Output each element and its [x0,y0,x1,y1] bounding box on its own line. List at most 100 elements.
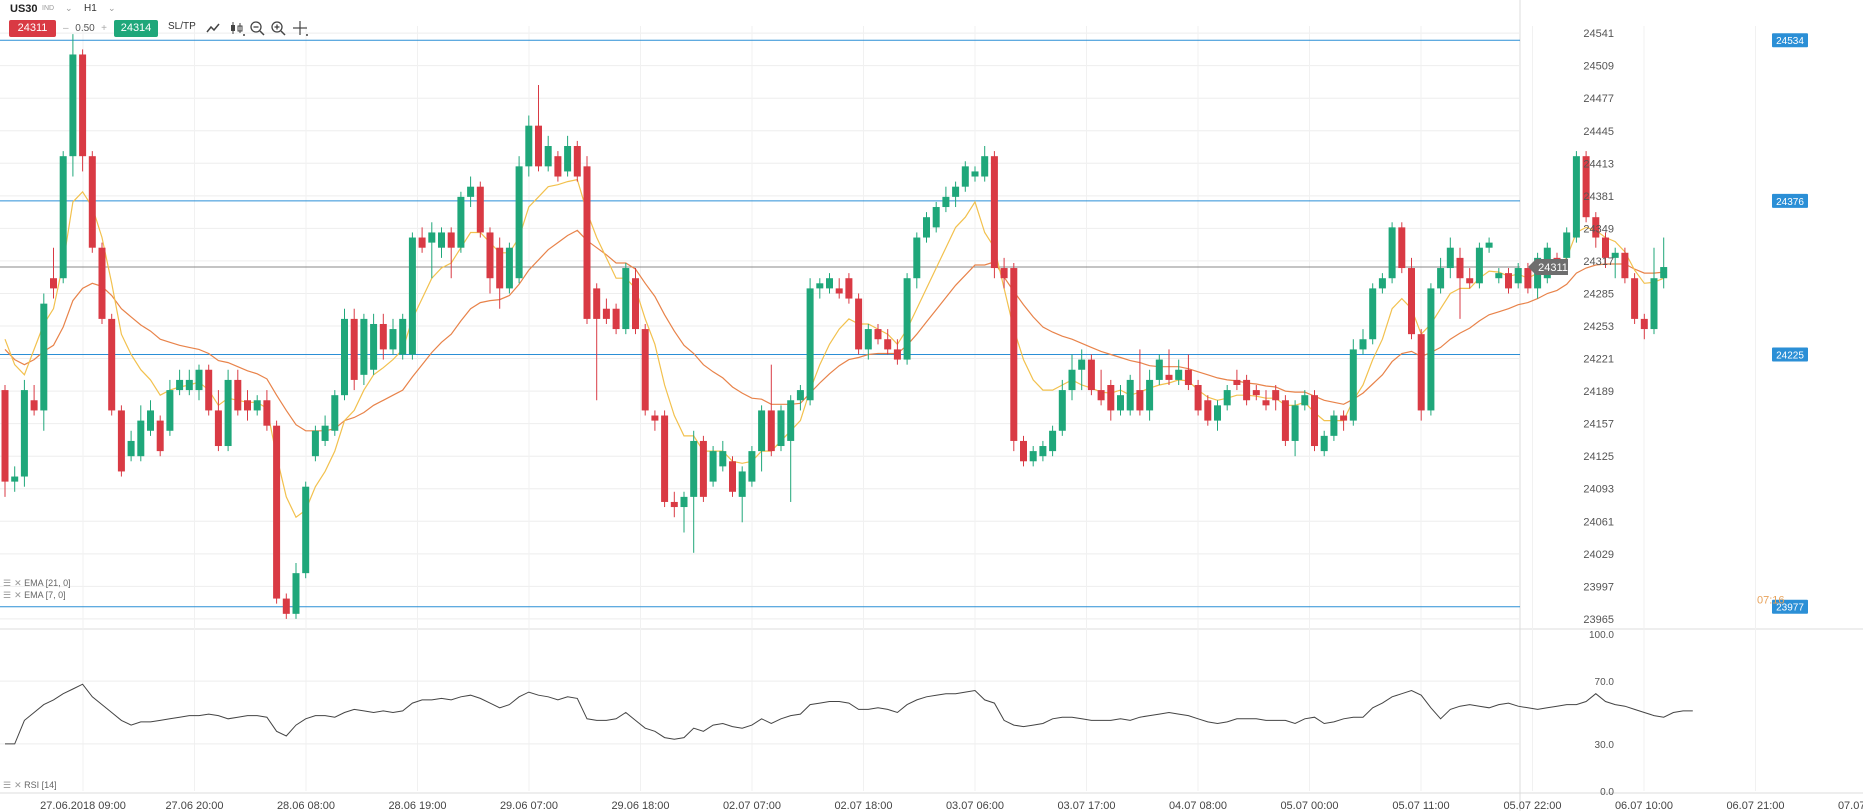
candle-body [205,369,213,411]
menu-icon[interactable]: ☰ [3,578,12,588]
symbol-selector[interactable]: US30 [10,3,38,15]
candle-body [884,339,892,350]
timeframe-selector[interactable]: H1 [84,3,97,14]
candle-body [864,329,872,350]
candle-body [1272,390,1280,401]
candle-body [117,410,125,472]
candle-body [1068,369,1076,391]
volume-stepper[interactable]: – 0.50 + [60,20,110,37]
ema7-legend[interactable]: ☰ ✕ EMA [7, 0] [3,590,66,601]
candle-body [661,415,669,502]
candle-body [88,156,96,248]
candle-body [40,303,48,411]
time-tick-label: 07.07 08:00 [1838,800,1863,811]
close-icon[interactable]: ✕ [14,578,22,588]
price-tick-label: 24317 [1583,256,1614,268]
candle-body [59,156,67,279]
time-axis[interactable]: 27.06.2018 09:00 27.06 20:00 28.06 08:00 28… [40,800,1863,811]
buy-button[interactable]: 24314 [114,20,158,37]
candle-body [1456,257,1464,279]
candle-body [1204,400,1212,421]
candle-body [350,318,358,380]
axis-background [1520,0,1863,811]
price-tick-label: 23965 [1583,614,1614,626]
candle-body [903,278,911,360]
candle-body [787,400,795,441]
candle-body [321,425,329,441]
time-tick-label: 05.07 22:00 [1503,800,1561,811]
toolbar: US30 IND ⌄ H1 ⌄ 24311 – 0.50 + 24314 SL/… [0,0,1863,38]
candle-body [758,410,766,452]
candle-body [1524,268,1532,289]
level-tag-label: 24225 [1776,350,1804,361]
candle-body [1010,268,1018,441]
candle-body [1087,359,1095,391]
zoom-out-icon[interactable] [249,20,265,36]
candle-body [1039,446,1047,457]
candle-body [30,400,38,411]
price-axis[interactable]: 24541 24509 24477 24445 24413 24381 24349 24317… [1583,28,1614,626]
candle-body [806,288,814,401]
candle-body [583,166,591,319]
candle-body [1126,379,1134,411]
close-icon[interactable]: ✕ [14,780,22,790]
candle-body [1572,156,1580,238]
zoom-in-icon[interactable] [270,20,286,36]
candle-body [1330,415,1338,436]
price-tick-label: 24125 [1583,451,1614,463]
candle-body [796,390,804,401]
ema21-legend[interactable]: ☰ ✕ EMA [21, 0] [3,578,71,589]
candle-body [1281,400,1289,441]
candle-body [1243,379,1251,401]
candle-body [564,146,572,172]
candle-body [1602,237,1609,258]
menu-icon[interactable]: ☰ [3,780,12,790]
candle-body [1408,268,1415,335]
candle-body [185,379,193,391]
menu-icon[interactable]: ☰ [3,590,12,600]
level-tag-label: 23977 [1776,603,1804,614]
rsi-tick-label: 30.0 [1595,740,1615,751]
candle-body [331,395,339,431]
candle-body [767,410,775,452]
candle-body [1223,390,1231,406]
candle-body [602,308,610,319]
volume-increase-button[interactable]: + [101,23,107,34]
candle-body [1262,400,1270,406]
price-tick-label: 24541 [1583,28,1614,40]
candle-body [302,486,310,574]
candles-icon[interactable] [229,20,245,36]
candle-body [408,237,416,355]
candle-body [176,379,184,391]
candle-body [467,186,475,197]
timeframe-dropdown-icon[interactable]: ⌄ [108,3,116,13]
sl-tp-button[interactable]: SL/TP [168,21,196,32]
candle-body [263,400,271,426]
candle-body [1611,252,1619,258]
candle-body [370,323,378,370]
candle-body [1563,232,1571,258]
line-chart-icon[interactable] [205,20,221,36]
candle-body [1378,278,1386,289]
candle-body [244,400,251,411]
candle-body [1097,390,1105,401]
rsi-legend[interactable]: ☰ ✕ RSI [14] [3,780,57,791]
close-icon[interactable]: ✕ [14,590,22,600]
candle-body [1427,288,1435,411]
candle-body [1592,217,1600,238]
time-tick-label: 02.07 18:00 [834,800,892,811]
candle-body [1301,395,1309,406]
crosshair-icon[interactable] [292,20,308,36]
rsi-line [5,683,1693,745]
volume-value[interactable]: 0.50 [75,23,95,34]
sell-button[interactable]: 24311 [9,20,56,37]
candle-body [1660,267,1668,279]
candle-body [1340,415,1348,421]
price-tick-label: 24221 [1583,354,1614,366]
volume-decrease-button[interactable]: – [63,23,69,34]
symbol-dropdown-icon[interactable]: ⌄ [65,3,73,13]
candle-body [952,186,960,197]
instrument-type-tag: IND [42,5,55,12]
ema-lines [4,178,1664,519]
